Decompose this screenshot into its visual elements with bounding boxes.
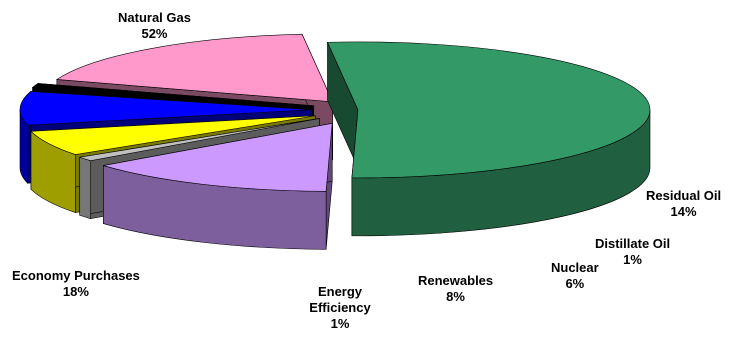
label-natural-gas-value: 52% bbox=[141, 26, 168, 41]
label-renewables-value: 8% bbox=[446, 289, 465, 304]
slice-top-economy-purchases bbox=[55, 33, 334, 103]
slice-top-distillate-oil bbox=[79, 118, 320, 161]
slice-natural-gas bbox=[327, 41, 651, 237]
label-distillate-oil: Distillate Oil 1% bbox=[595, 236, 670, 268]
label-economy-purchases: Economy Purchases 18% bbox=[12, 268, 140, 300]
label-energy-efficiency-value: 1% bbox=[330, 316, 350, 331]
label-natural-gas-name: Natural Gas bbox=[118, 10, 191, 25]
label-residual-oil: Residual Oil 14% bbox=[646, 188, 721, 220]
label-nuclear: Nuclear 6% bbox=[551, 260, 599, 292]
label-residual-oil-name: Residual Oil bbox=[646, 188, 722, 203]
slice-residual-oil bbox=[103, 122, 333, 250]
label-distillate-oil-value: 1% bbox=[623, 252, 642, 267]
label-distillate-oil-name: Distillate Oil bbox=[595, 236, 671, 251]
label-renewables-name: Renewables bbox=[418, 273, 494, 288]
slice-top-natural-gas bbox=[327, 41, 651, 179]
slice-top-residual-oil bbox=[103, 122, 333, 192]
label-nuclear-value: 6% bbox=[565, 276, 585, 291]
label-renewables: Renewables 8% bbox=[418, 273, 493, 305]
label-economy-purchases-value: 18% bbox=[62, 284, 89, 299]
label-natural-gas: Natural Gas 52% bbox=[118, 10, 191, 42]
label-economy-purchases-name: Economy Purchases bbox=[12, 268, 140, 283]
slice-top-nuclear bbox=[30, 115, 316, 155]
label-nuclear-name: Nuclear bbox=[551, 260, 599, 275]
label-residual-oil-value: 14% bbox=[670, 204, 697, 219]
slice-rim-distillate-oil-0 bbox=[79, 156, 91, 220]
slice-top-energy-efficiency bbox=[31, 83, 314, 107]
slice-top-renewables bbox=[19, 91, 313, 126]
label-energy-efficiency-name: Energy Efficiency bbox=[309, 284, 371, 315]
label-energy-efficiency: Energy Efficiency 1% bbox=[302, 284, 378, 332]
